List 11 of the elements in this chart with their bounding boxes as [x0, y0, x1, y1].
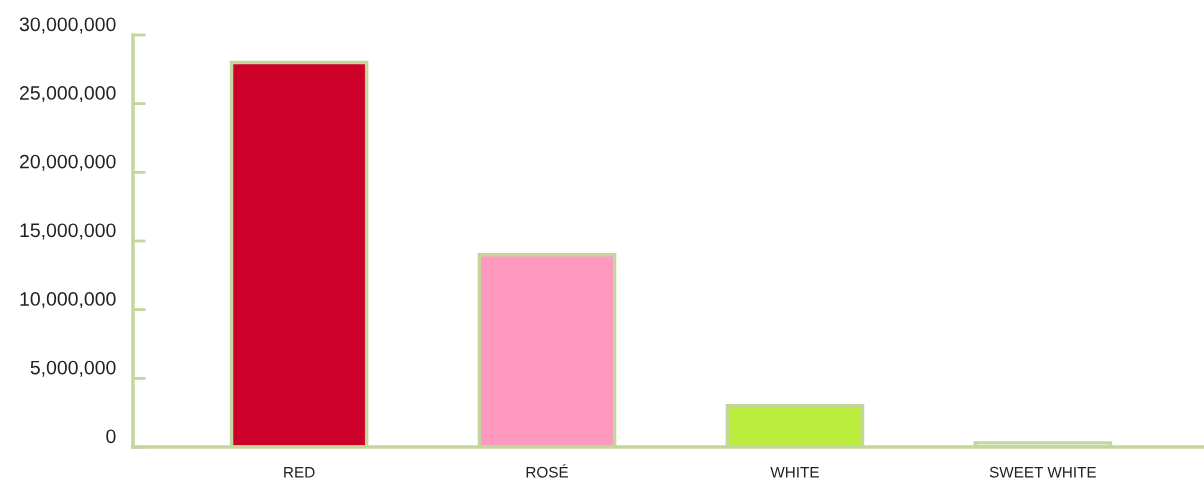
y-tick-label: 5,000,000 — [30, 360, 116, 377]
x-tick-label: ROSÉ — [526, 464, 569, 478]
x-tick-label: RED — [284, 467, 315, 478]
y-tick-label: 25,000,000 — [20, 86, 116, 103]
x-tick-label: WHITE — [770, 467, 819, 478]
y-tick-label: 15,000,000 — [20, 223, 116, 240]
y-tick-label: 20,000,000 — [20, 154, 116, 171]
x-tick-label: SWEET WHITE — [989, 466, 1096, 478]
y-tick-label: 0 — [106, 429, 116, 444]
y-tick-label: 30,000,000 — [19, 17, 116, 34]
y-tick-label: 10,000,000 — [20, 292, 116, 309]
